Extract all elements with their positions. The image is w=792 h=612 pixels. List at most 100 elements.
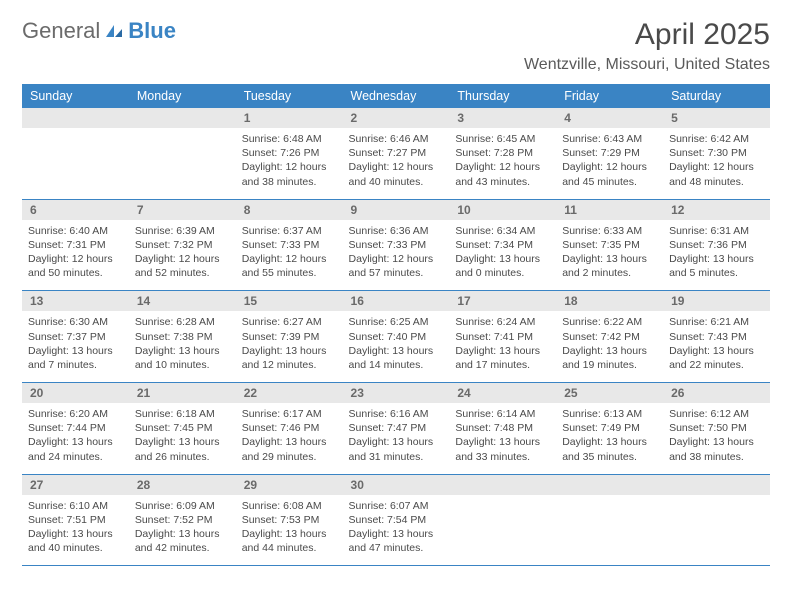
daylight-text: Daylight: 12 hours and 40 minutes. [349,160,444,188]
daylight-text: Daylight: 12 hours and 48 minutes. [669,160,764,188]
day-details [663,495,770,557]
sunset-text: Sunset: 7:44 PM [28,421,123,435]
calendar-day-cell [22,108,129,199]
sunset-text: Sunset: 7:27 PM [349,146,444,160]
day-number: 19 [663,291,770,311]
calendar-day-cell: 13Sunrise: 6:30 AMSunset: 7:37 PMDayligh… [22,291,129,383]
day-number [663,475,770,495]
calendar-day-cell [129,108,236,199]
daylight-text: Daylight: 13 hours and 44 minutes. [242,527,337,555]
day-details: Sunrise: 6:20 AMSunset: 7:44 PMDaylight:… [22,403,129,474]
sunset-text: Sunset: 7:53 PM [242,513,337,527]
day-details: Sunrise: 6:22 AMSunset: 7:42 PMDaylight:… [556,311,663,382]
daylight-text: Daylight: 12 hours and 45 minutes. [562,160,657,188]
calendar-day-cell: 12Sunrise: 6:31 AMSunset: 7:36 PMDayligh… [663,199,770,291]
sunrise-text: Sunrise: 6:28 AM [135,315,230,329]
day-number [449,475,556,495]
calendar-week-row: 13Sunrise: 6:30 AMSunset: 7:37 PMDayligh… [22,291,770,383]
daylight-text: Daylight: 13 hours and 33 minutes. [455,435,550,463]
calendar-day-cell: 19Sunrise: 6:21 AMSunset: 7:43 PMDayligh… [663,291,770,383]
logo-text-blue: Blue [128,18,176,44]
logo: General Blue [22,18,176,44]
day-details: Sunrise: 6:21 AMSunset: 7:43 PMDaylight:… [663,311,770,382]
daylight-text: Daylight: 12 hours and 52 minutes. [135,252,230,280]
day-details: Sunrise: 6:45 AMSunset: 7:28 PMDaylight:… [449,128,556,199]
sunrise-text: Sunrise: 6:13 AM [562,407,657,421]
calendar-day-cell: 14Sunrise: 6:28 AMSunset: 7:38 PMDayligh… [129,291,236,383]
calendar-day-cell: 29 Sunrise: 6:08 AMSunset: 7:53 PMDayligh… [236,474,343,566]
calendar-day-cell: 4Sunrise: 6:43 AMSunset: 7:29 PMDaylight… [556,108,663,199]
location-subtitle: Wentzville, Missouri, United States [524,56,770,74]
sunrise-text: Sunrise: 6:45 AM [455,132,550,146]
weekday-header: Saturday [663,84,770,108]
sunrise-text: Sunrise: 6:08 AM [242,499,337,513]
daylight-text: Daylight: 13 hours and 42 minutes. [135,527,230,555]
day-details: Sunrise: 6:28 AMSunset: 7:38 PMDaylight:… [129,311,236,382]
day-details: Sunrise: 6:17 AMSunset: 7:46 PMDaylight:… [236,403,343,474]
day-number: 27 [22,475,129,495]
calendar-day-cell: 8Sunrise: 6:37 AMSunset: 7:33 PMDaylight… [236,199,343,291]
day-number [129,108,236,128]
sunrise-text: Sunrise: 6:17 AM [242,407,337,421]
daylight-text: Daylight: 13 hours and 19 minutes. [562,344,657,372]
sunrise-text: Sunrise: 6:39 AM [135,224,230,238]
day-details: Sunrise: 6:24 AMSunset: 7:41 PMDaylight:… [449,311,556,382]
sunrise-text: Sunrise: 6:24 AM [455,315,550,329]
sunset-text: Sunset: 7:48 PM [455,421,550,435]
sunset-text: Sunset: 7:45 PM [135,421,230,435]
weekday-header: Monday [129,84,236,108]
sunset-text: Sunset: 7:47 PM [349,421,444,435]
day-details: Sunrise: 6:37 AMSunset: 7:33 PMDaylight:… [236,220,343,291]
day-details [129,128,236,190]
sunset-text: Sunset: 7:50 PM [669,421,764,435]
sunrise-text: Sunrise: 6:43 AM [562,132,657,146]
daylight-text: Daylight: 12 hours and 50 minutes. [28,252,123,280]
day-details: Sunrise: 6:48 AMSunset: 7:26 PMDaylight:… [236,128,343,199]
calendar-table: SundayMondayTuesdayWednesdayThursdayFrid… [22,84,770,566]
logo-text-general: General [22,18,100,44]
sunset-text: Sunset: 7:33 PM [349,238,444,252]
sunrise-text: Sunrise: 6:14 AM [455,407,550,421]
sunset-text: Sunset: 7:52 PM [135,513,230,527]
calendar-day-cell: 30Sunrise: 6:07 AMSunset: 7:54 PMDayligh… [343,474,450,566]
daylight-text: Daylight: 13 hours and 10 minutes. [135,344,230,372]
day-number: 2 [343,108,450,128]
day-details: Sunrise: 6:14 AMSunset: 7:48 PMDaylight:… [449,403,556,474]
daylight-text: Daylight: 13 hours and 7 minutes. [28,344,123,372]
day-number: 24 [449,383,556,403]
day-details: Sunrise: 6:43 AMSunset: 7:29 PMDaylight:… [556,128,663,199]
day-details: Sunrise: 6:42 AMSunset: 7:30 PMDaylight:… [663,128,770,199]
daylight-text: Daylight: 13 hours and 31 minutes. [349,435,444,463]
calendar-day-cell: 17Sunrise: 6:24 AMSunset: 7:41 PMDayligh… [449,291,556,383]
daylight-text: Daylight: 13 hours and 14 minutes. [349,344,444,372]
sunrise-text: Sunrise: 6:25 AM [349,315,444,329]
day-number: 30 [343,475,450,495]
day-number: 5 [663,108,770,128]
day-details: Sunrise: 6:34 AMSunset: 7:34 PMDaylight:… [449,220,556,291]
sunset-text: Sunset: 7:30 PM [669,146,764,160]
day-number: 15 [236,291,343,311]
sunrise-text: Sunrise: 6:09 AM [135,499,230,513]
sunrise-text: Sunrise: 6:18 AM [135,407,230,421]
calendar-day-cell: 3Sunrise: 6:45 AMSunset: 7:28 PMDaylight… [449,108,556,199]
calendar-day-cell: 18Sunrise: 6:22 AMSunset: 7:42 PMDayligh… [556,291,663,383]
day-number: 29 [236,475,343,495]
sunset-text: Sunset: 7:51 PM [28,513,123,527]
daylight-text: Daylight: 12 hours and 57 minutes. [349,252,444,280]
sunrise-text: Sunrise: 6:22 AM [562,315,657,329]
calendar-day-cell [449,474,556,566]
sunset-text: Sunset: 7:54 PM [349,513,444,527]
day-details: Sunrise: 6:18 AMSunset: 7:45 PMDaylight:… [129,403,236,474]
day-number: 11 [556,200,663,220]
sunset-text: Sunset: 7:26 PM [242,146,337,160]
day-details: Sunrise: 6:07 AMSunset: 7:54 PMDaylight:… [343,495,450,566]
calendar-day-cell: 10Sunrise: 6:34 AMSunset: 7:34 PMDayligh… [449,199,556,291]
daylight-text: Daylight: 13 hours and 2 minutes. [562,252,657,280]
calendar-day-cell: 11Sunrise: 6:33 AMSunset: 7:35 PMDayligh… [556,199,663,291]
sunset-text: Sunset: 7:28 PM [455,146,550,160]
daylight-text: Daylight: 13 hours and 24 minutes. [28,435,123,463]
daylight-text: Daylight: 12 hours and 43 minutes. [455,160,550,188]
daylight-text: Daylight: 13 hours and 40 minutes. [28,527,123,555]
day-details: Sunrise: 6:09 AMSunset: 7:52 PMDaylight:… [129,495,236,566]
daylight-text: Daylight: 13 hours and 0 minutes. [455,252,550,280]
